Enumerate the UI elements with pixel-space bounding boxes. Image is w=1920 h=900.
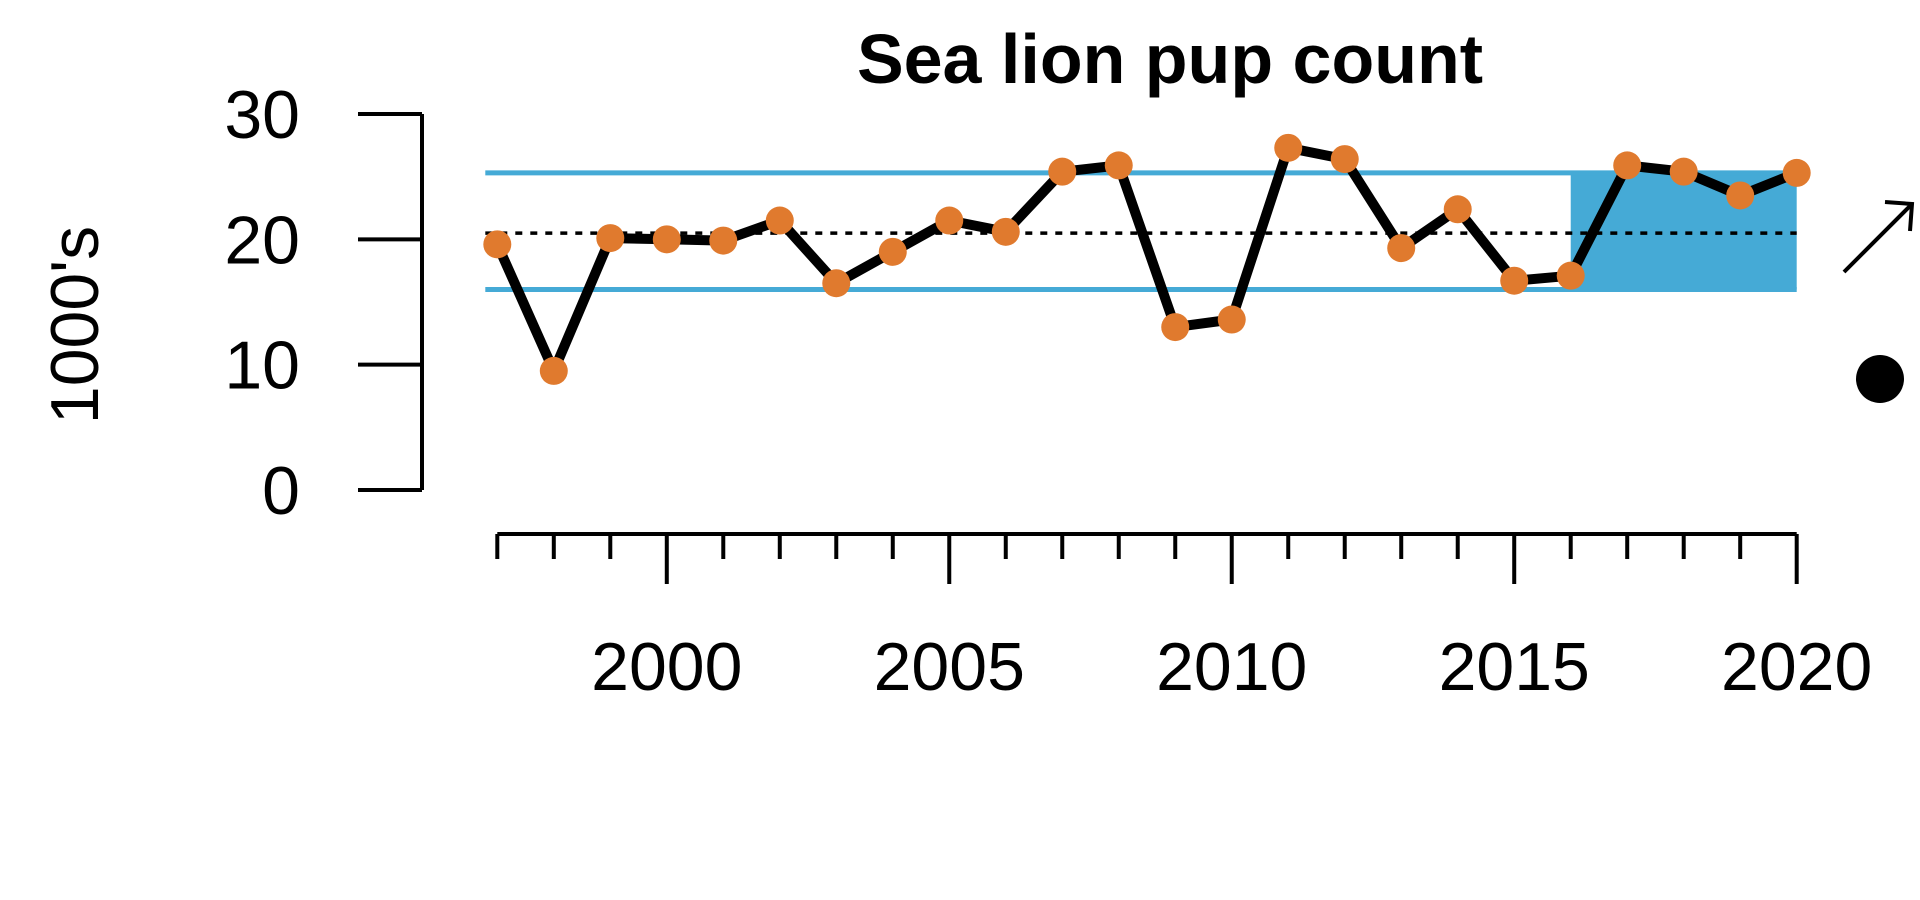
x-tick-label: 2000	[591, 629, 742, 705]
data-point	[596, 224, 625, 253]
data-point	[652, 225, 681, 254]
indicators	[1842, 200, 1915, 403]
data-point	[1217, 305, 1246, 334]
data-point	[483, 230, 512, 259]
x-tick-label: 2015	[1439, 629, 1590, 705]
data-point	[1387, 234, 1416, 263]
data-point	[1274, 133, 1303, 162]
y-tick-label: 20	[224, 202, 300, 278]
reference-lines	[485, 170, 1797, 292]
data-point	[1782, 158, 1811, 187]
data-point	[1669, 157, 1698, 186]
data-point	[1161, 313, 1190, 342]
data-point	[539, 356, 568, 385]
data-point	[765, 206, 794, 235]
data-point	[1726, 181, 1755, 210]
data-point	[1443, 195, 1472, 224]
y-axis-label: 1000's	[37, 226, 113, 424]
data-point	[1330, 145, 1359, 174]
trend-arrow-head	[1884, 200, 1915, 232]
y-tick-label: 10	[224, 328, 300, 404]
trend-arrow-shaft	[1842, 202, 1914, 274]
data-point	[1556, 261, 1585, 290]
data-point	[709, 226, 738, 255]
data-point	[822, 269, 851, 298]
y-tick-label: 30	[224, 77, 300, 153]
data-point	[878, 237, 907, 266]
chart-title: Sea lion pup count	[857, 20, 1483, 98]
data-point	[991, 217, 1020, 246]
data-point	[1613, 151, 1642, 180]
y-axis: 0 10 20 30	[224, 77, 424, 529]
x-axis: 2000 2005 2010 2015 2020	[495, 532, 1872, 705]
data-point	[1104, 151, 1133, 180]
mean-indicator-dot	[1856, 355, 1904, 403]
data-point	[1048, 157, 1077, 186]
y-tick-label: 0	[262, 453, 300, 529]
x-tick-label: 2020	[1721, 629, 1872, 705]
data-point	[935, 206, 964, 235]
data-points	[483, 133, 1811, 385]
data-point	[1500, 266, 1529, 295]
x-tick-label: 2005	[874, 629, 1025, 705]
x-tick-label: 2010	[1156, 629, 1307, 705]
trend-arrow-icon	[1842, 200, 1915, 274]
